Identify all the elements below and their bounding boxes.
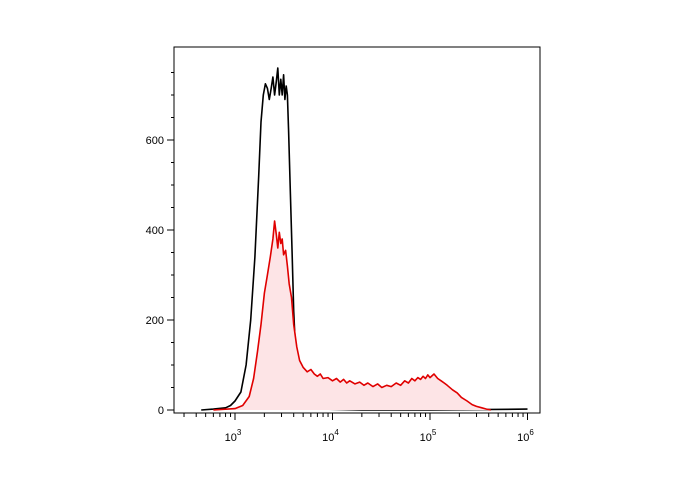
- series-group: [201, 67, 528, 411]
- x-tick-label: 103: [225, 428, 242, 444]
- series-1-fill: [213, 221, 491, 410]
- x-tick-label: 106: [517, 428, 534, 444]
- y-tick-label: 400: [146, 225, 164, 237]
- y-tick-label: 200: [146, 315, 164, 327]
- axes: 0 200 400 600 103 104 105 106: [146, 72, 534, 444]
- y-tick-label: 0: [158, 405, 164, 417]
- series-1-line: [213, 220, 491, 411]
- x-tick-label: 105: [420, 428, 437, 444]
- plot-area: [173, 46, 541, 414]
- x-tick-label: 104: [322, 428, 339, 444]
- plot-frame: [173, 46, 541, 414]
- y-tick-label: 600: [146, 135, 164, 147]
